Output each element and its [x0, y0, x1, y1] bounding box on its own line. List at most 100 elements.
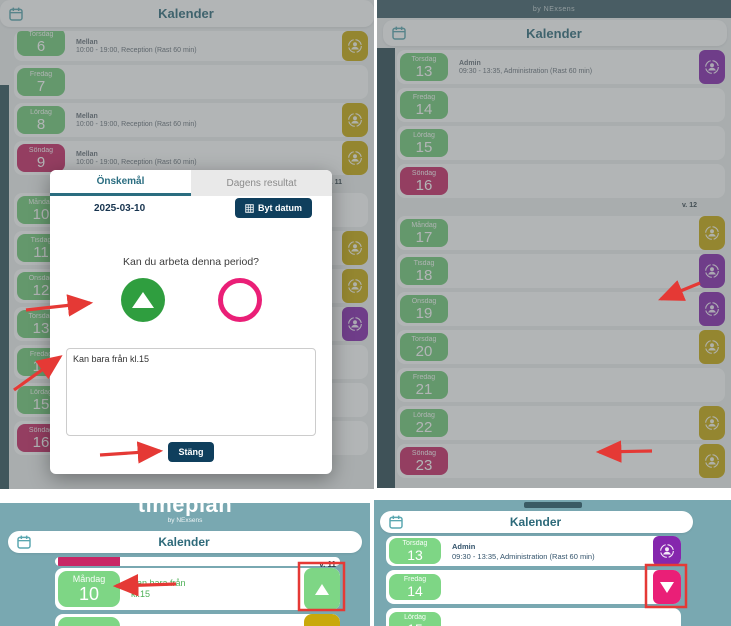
app-header: Kalender: [383, 20, 727, 46]
day-name: Torsdag: [411, 335, 437, 343]
calendar-day-row[interactable]: [55, 557, 340, 566]
wish-answer-badge[interactable]: [653, 570, 681, 604]
close-button[interactable]: Stäng: [168, 442, 214, 462]
day-name: Fredag: [29, 350, 53, 358]
shift-title: Admin: [452, 541, 476, 551]
calendar-day-row[interactable]: Söndag 9 Mellan 10:00 - 19:00, Reception (R…: [14, 141, 368, 175]
day-chip: Torsdag 13: [400, 53, 448, 81]
shift-swap-badge[interactable]: [699, 292, 725, 326]
person-sync-icon: [705, 416, 719, 430]
shift-swap-badge[interactable]: [699, 50, 725, 84]
brand-title: timeplan: [137, 503, 233, 516]
calendar-day-row[interactable]: Torsdag 20: [397, 330, 725, 364]
calendar-day-row[interactable]: Lördag 8 Mellan 10:00 - 19:00, Reception (R…: [14, 103, 368, 137]
shift-info: Mellan 10:00 - 19:00, Reception (Rast 60 …: [76, 151, 197, 166]
day-name: Måndag: [72, 574, 106, 584]
clipped-text-fragment: [523, 502, 582, 508]
shift-swap-badge[interactable]: [699, 216, 725, 250]
week-label: v. 11: [327, 179, 342, 186]
page-title: Kalender: [158, 6, 214, 21]
calendar-day-row[interactable]: Måndag 17: [397, 216, 725, 250]
shift-swap-badge[interactable]: [342, 269, 368, 303]
calendar-day-row[interactable]: Söndag 23: [397, 444, 725, 478]
shift-swap-badge[interactable]: [342, 307, 368, 341]
app-header: Kalender: [8, 531, 362, 553]
day-name: Torsdag: [28, 312, 54, 320]
triangle-up-icon: [315, 583, 329, 595]
no-button[interactable]: [217, 278, 262, 322]
selected-date: 2025-03-10: [94, 202, 146, 214]
grid-icon: [245, 203, 254, 213]
shift-swap-badge[interactable]: [699, 406, 725, 440]
day-number: 7: [36, 77, 46, 95]
day-chip: Fredag 21: [400, 371, 448, 399]
calendar-day-row[interactable]: Fredag 21: [397, 368, 725, 402]
person-sync-icon: [705, 302, 719, 316]
calendar-screen-top-right: by NExsens Kalender Torsdag 13 Admin 09:30 …: [377, 0, 731, 488]
day-name: Lördag: [30, 108, 52, 116]
day-number: 15: [32, 395, 50, 413]
calendar-day-row[interactable]: Fredag 7: [14, 65, 368, 99]
day-number: 21: [415, 380, 433, 398]
shift-swap-badge[interactable]: [699, 444, 725, 478]
person-sync-icon: [348, 151, 362, 165]
shift-swap-badge[interactable]: [342, 141, 368, 175]
change-date-button[interactable]: Byt datum: [234, 198, 312, 218]
day-chip: Fredag 7: [17, 68, 65, 96]
screen-edge: [377, 48, 395, 488]
day-name: Söndag: [28, 426, 54, 434]
calendar-day-row[interactable]: Onsdag 19: [397, 292, 725, 326]
day-number: 16: [32, 433, 50, 451]
calendar-icon: [9, 7, 23, 21]
person-sync-icon: [705, 226, 719, 240]
person-sync-icon: [705, 264, 719, 278]
calendar-day-row[interactable]: Torsdag 13 Admin 09:30 - 13:35, Administrat…: [397, 50, 725, 84]
day-chip: Onsdag 19: [400, 295, 448, 323]
shift-swap-badge[interactable]: [653, 536, 681, 566]
shift-swap-badge[interactable]: [699, 254, 725, 288]
tab-onskemal[interactable]: Önskemål: [50, 170, 191, 196]
yes-button[interactable]: [120, 278, 165, 322]
day-name: Onsdag: [411, 297, 437, 305]
day-name: Söndag: [28, 146, 54, 154]
calendar-day-row[interactable]: Torsdag 6 Mellan 10:00 - 19:00, Reception (…: [14, 31, 368, 61]
shift-swap-badge[interactable]: [342, 231, 368, 265]
calendar-day-row[interactable]: TisdagMellan10:00 - 19:00, Reception (Ra…: [55, 614, 340, 626]
modal-backdrop[interactable]: [377, 0, 731, 488]
comment-textarea[interactable]: Kan bara från kl.15: [66, 348, 316, 436]
calendar-day-row[interactable]: Torsdag 13 Admin 09:30 - 13:35, Administrat…: [386, 536, 681, 566]
day-number: 13: [407, 547, 423, 563]
shift-swap-badge[interactable]: [304, 614, 340, 626]
calendar-day-row[interactable]: Måndag 10 Kan bara från kl.15: [55, 568, 340, 610]
wish-answer-badge[interactable]: [304, 568, 340, 610]
day-chip: Fredag 14: [400, 91, 448, 119]
brand-subtitle: by NExsens: [532, 5, 576, 13]
day-number: 19: [415, 304, 433, 322]
day-chip: [58, 557, 120, 566]
day-number: 23: [415, 456, 433, 474]
shift-swap-badge[interactable]: [342, 31, 368, 61]
day-number: 18: [415, 266, 433, 284]
dialog-tabs: Önskemål Dagens resultat: [50, 170, 332, 196]
app-header: Kalender: [380, 511, 693, 533]
shift-swap-badge[interactable]: [699, 330, 725, 364]
calendar-day-row[interactable]: Fredag 14: [397, 88, 725, 122]
shift-time: 09:30 - 13:35, Administration (Rast 60 m…: [452, 551, 595, 561]
wish-dialog-left: Önskemål Dagens resultat 2025-03-10 Byt …: [50, 170, 332, 474]
shift-time: 09:30 - 13:35, Administration (Rast 60 m…: [459, 67, 593, 75]
calendar-day-row[interactable]: Lördag 22: [397, 406, 725, 440]
calendar-day-row[interactable]: Söndag 16: [397, 164, 725, 198]
calendar-day-row[interactable]: Tisdag 18: [397, 254, 725, 288]
tab-dagens-resultat[interactable]: Dagens resultat: [191, 170, 332, 196]
day-number: 6: [36, 37, 46, 55]
calendar-icon: [389, 515, 403, 529]
calendar-screen-top-left: Kalender Torsdag 6 Mellan 10:00 - 19:00, Re…: [0, 0, 374, 489]
calendar-day-row[interactable]: Fredag 14: [386, 570, 681, 604]
day-chip: Torsdag 20: [400, 333, 448, 361]
shift-swap-badge[interactable]: [342, 103, 368, 137]
change-date-label: Byt datum: [257, 203, 302, 213]
day-chip: Söndag 9: [17, 144, 65, 172]
